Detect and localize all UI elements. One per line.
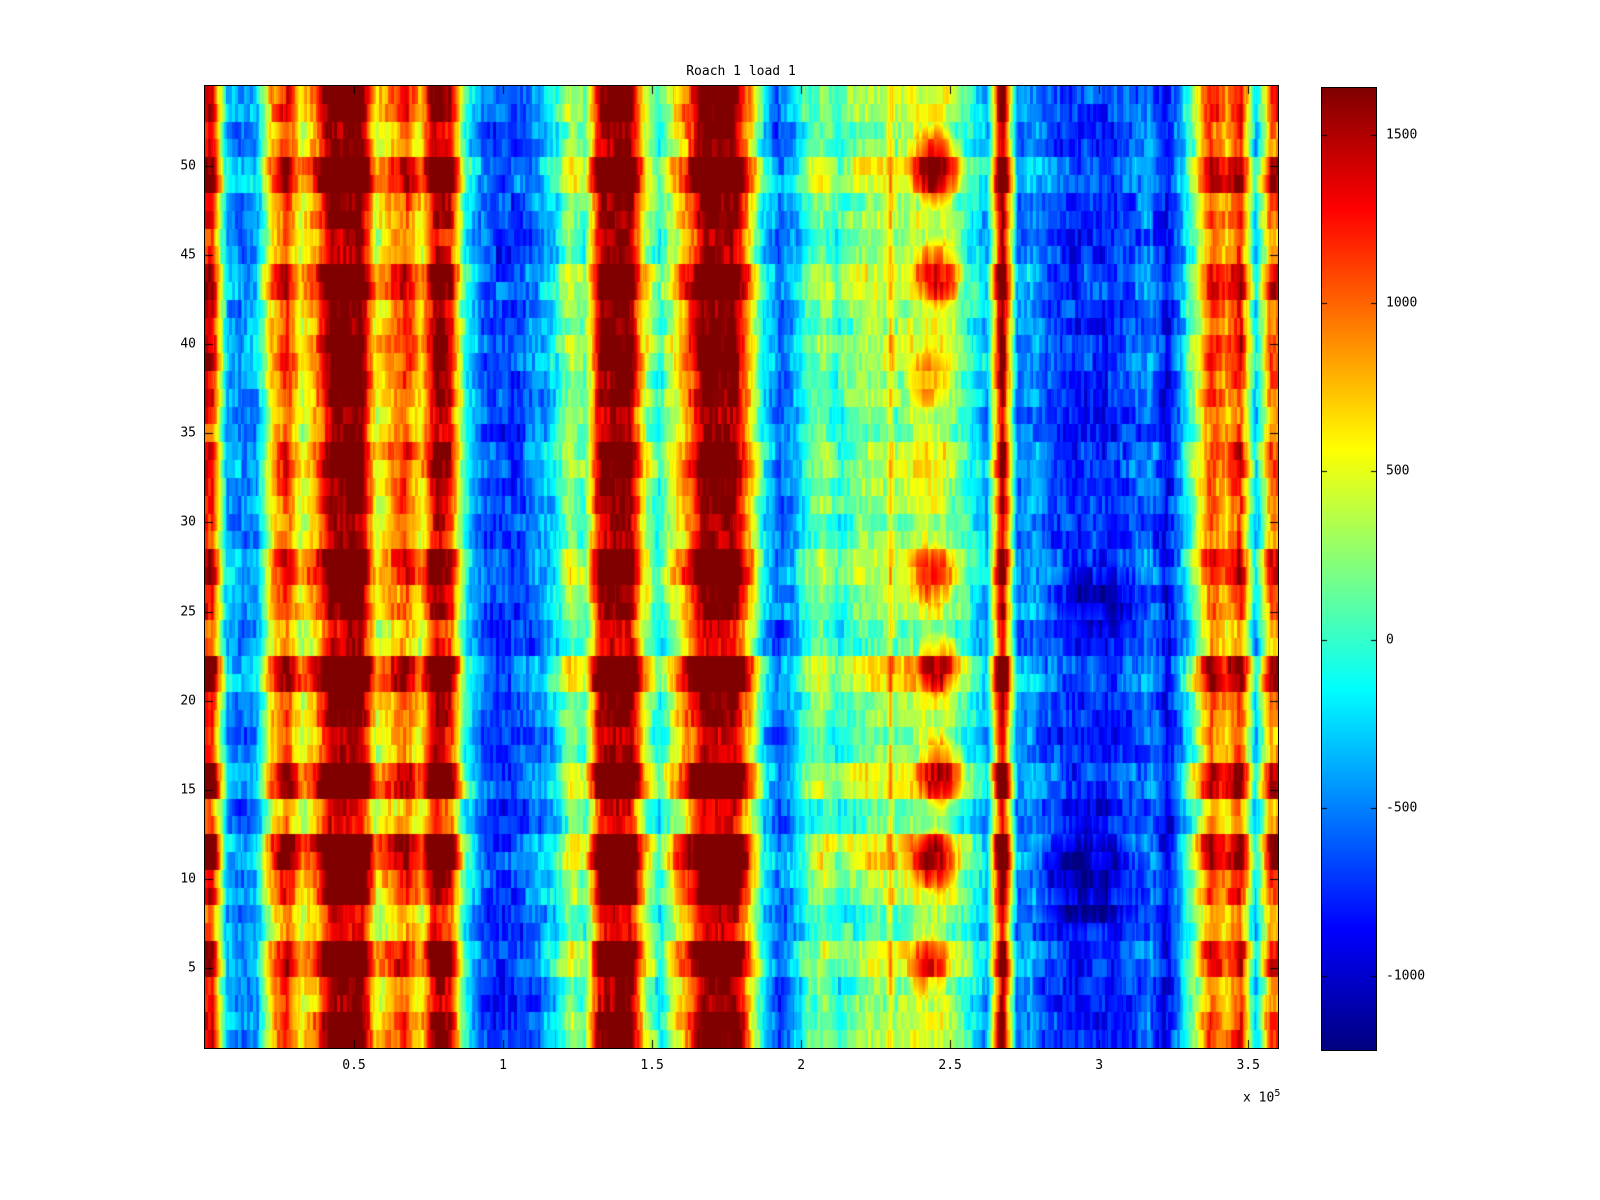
colorbar-tick-label: 1000	[1386, 295, 1418, 311]
y-tick-label: 45	[180, 247, 196, 263]
heatmap-canvas	[204, 85, 1279, 1049]
x-scale-prefix: x 10	[1243, 1090, 1275, 1106]
x-scale-exponent: 5	[1274, 1088, 1281, 1099]
y-tick-label: 20	[180, 693, 196, 709]
x-tick-label: 1.5	[640, 1058, 664, 1073]
colorbar-tick-label: -500	[1386, 800, 1418, 816]
colorbar-canvas	[1321, 87, 1377, 1051]
y-tick-label: 10	[180, 871, 196, 887]
colorbar-tick-label: 500	[1386, 463, 1410, 479]
x-tick-label: 2.5	[938, 1058, 962, 1073]
x-tick-label: 1	[499, 1058, 507, 1073]
y-tick-label: 30	[180, 514, 196, 530]
colorbar	[1321, 87, 1377, 1051]
x-axis-scale-note: x 105	[1243, 1088, 1280, 1105]
x-tick-label: 0.5	[342, 1058, 366, 1073]
y-tick-label: 15	[180, 782, 196, 798]
x-tick-label: 3.5	[1236, 1058, 1260, 1073]
plot-area	[204, 85, 1279, 1049]
y-tick-label: 5	[188, 960, 196, 976]
y-tick-label: 25	[180, 604, 196, 620]
y-tick-label: 40	[180, 336, 196, 352]
y-tick-label: 35	[180, 425, 196, 441]
colorbar-tick-label: 1500	[1386, 127, 1418, 143]
colorbar-tick-label: -1000	[1386, 968, 1426, 984]
colorbar-tick-label: 0	[1386, 632, 1394, 648]
y-tick-label: 50	[180, 158, 196, 174]
x-tick-label: 3	[1095, 1058, 1104, 1073]
chart-title: Roach 1 load 1	[686, 64, 796, 79]
x-tick-label: 2	[797, 1058, 806, 1073]
